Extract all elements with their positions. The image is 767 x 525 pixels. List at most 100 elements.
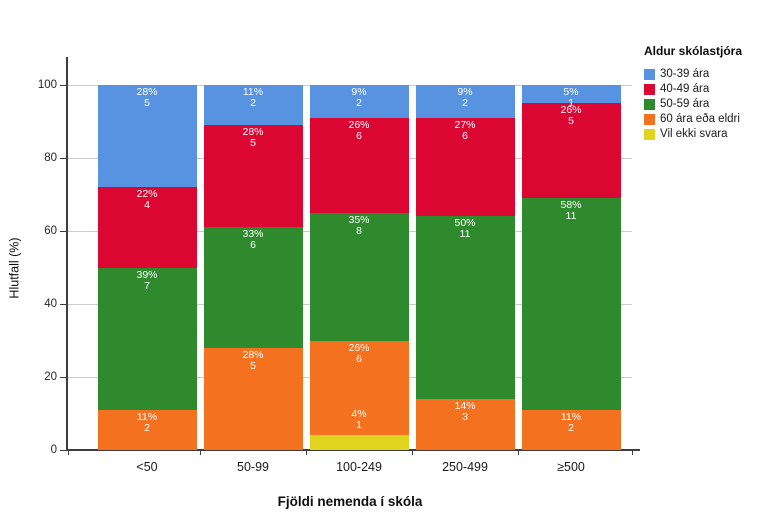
segment-label: 50% 11 [416,218,515,240]
bar-segment: 39% 7 [97,267,197,410]
y-tick-label-40: 40 [44,298,57,310]
y-tick-60 [60,231,66,232]
legend-item-label: Vil ekki svara [660,128,728,140]
legend-item-1: 30-39 ára [644,67,742,82]
bar-segment: 4% 1 [309,409,409,450]
legend-swatch [644,69,655,80]
segment-count: 1 [568,97,574,109]
segment-percent: 33% [242,228,264,241]
legend-item-label: 50-59 ára [660,98,710,110]
segment-label: 4% 1 [310,409,409,431]
segment-count: 2 [568,421,574,434]
legend-swatch [644,99,655,110]
legend-item-4: 60 ára eða eldri [644,112,742,127]
segment-percent: 39% [136,268,158,281]
y-tick-80 [60,158,66,159]
segment-percent: 27% [454,118,476,131]
bar-segment: 9% 2 [309,85,409,118]
segment-count: 5 [144,97,150,110]
segment-label: 26% 6 [310,119,409,142]
bar-segment: 22% 4 [97,187,197,268]
legend-title: Aldur skólastjóra [644,44,743,58]
segment-percent: 22% [136,188,158,201]
bar-segment: 28% 5 [203,125,303,228]
x-category-label: 100-249 [336,460,382,474]
x-category-label: 250-499 [442,460,488,474]
segment-percent: 50% [454,217,476,230]
segment-count: 3 [462,410,468,423]
bar-3: 4% 1 26% 6 35% 8 26% 6 9% 2 [309,85,409,450]
legend-swatch [644,84,655,95]
segment-label: 28% 5 [98,87,197,109]
x-axis-line [66,449,640,451]
segment-label: 28% 5 [204,127,303,149]
y-tick-label-60: 60 [44,225,57,237]
x-category-label: ≥500 [557,460,585,474]
segment-count: 11 [459,228,471,241]
x-tick-1 [200,451,201,455]
bar-segment: 28% 5 [203,347,303,450]
segment-label: 5% 1 [522,87,621,109]
segment-label: 9% 2 [416,87,515,109]
segment-percent: 28% [242,348,264,361]
segment-percent: 26% [560,104,582,117]
segment-label: 39% 7 [98,268,197,292]
legend-swatch [644,114,655,125]
bar-segment: 28% 5 [97,85,197,188]
segment-count: 6 [356,129,362,142]
bar-segment: 11% 2 [521,409,621,450]
bar-segment: 26% 5 [521,103,621,199]
segment-label: 58% 11 [522,200,621,222]
segment-count: 6 [356,352,362,365]
y-tick-label-80: 80 [44,152,57,164]
segment-count: 7 [144,279,150,292]
legend: Aldur skólastjóra 30-39 ára 40-49 ára 50-5… [644,44,742,142]
legend-swatch [644,129,655,140]
bar-segment: 11% 2 [97,409,197,450]
segment-count: 2 [144,421,150,434]
segment-label: 33% 6 [204,229,303,251]
legend-items: 30-39 ára 40-49 ára 50-59 ára 60 ára eða el… [644,67,742,142]
x-category-label: 50-99 [237,460,269,474]
plot-area: 11% 2 39% 7 22% 4 28% 5 28% 5 33% 6 28% 5 11% 2 4% 1 26% 6 3… [68,85,632,450]
legend-item-3: 50-59 ára [644,97,742,112]
legend-item-label: 60 ára eða eldri [660,113,740,125]
y-tick-label-100: 100 [37,79,57,91]
y-axis-line [66,57,68,451]
segment-count: 2 [356,97,362,110]
segment-count: 8 [356,224,362,237]
segment-label: 22% 4 [98,189,197,211]
y-axis-title-wrap: Hlutfall (%) [4,85,26,450]
y-tick-label-20: 20 [44,371,57,383]
segment-percent: 28% [136,86,158,99]
segment-percent: 26% [348,341,370,354]
segment-percent: 28% [242,126,264,139]
segment-label: 11% 2 [204,87,303,109]
y-tick-20 [60,377,66,378]
segment-count: 2 [250,97,256,110]
segment-label: 14% 3 [416,400,515,423]
segment-count: 4 [144,199,150,212]
x-tick-4 [518,451,519,455]
y-tick-40 [60,304,66,305]
segment-count: 5 [250,359,256,372]
x-category-label: <50 [136,460,158,474]
segment-count: 1 [356,419,362,432]
bar-segment: 33% 6 [203,227,303,348]
x-tick-0 [68,451,69,455]
x-tick-5 [632,451,633,455]
segment-count: 2 [462,97,468,110]
bar-2: 28% 5 33% 6 28% 5 11% 2 [203,85,303,450]
bar-segment: 14% 3 [415,398,515,450]
bar-segment: 26% 6 [309,117,409,213]
segment-count: 5 [250,137,256,150]
bar-5: 11% 2 58% 11 26% 5 5% 1 [521,85,621,450]
bar-segment: 26% 6 [309,340,409,436]
segment-percent: 4% [351,408,367,421]
segment-percent: 5% [563,86,579,98]
segment-count: 6 [250,239,256,252]
segment-label: 35% 8 [310,213,409,237]
segment-percent: 35% [348,213,370,226]
segment-count: 6 [462,129,468,142]
